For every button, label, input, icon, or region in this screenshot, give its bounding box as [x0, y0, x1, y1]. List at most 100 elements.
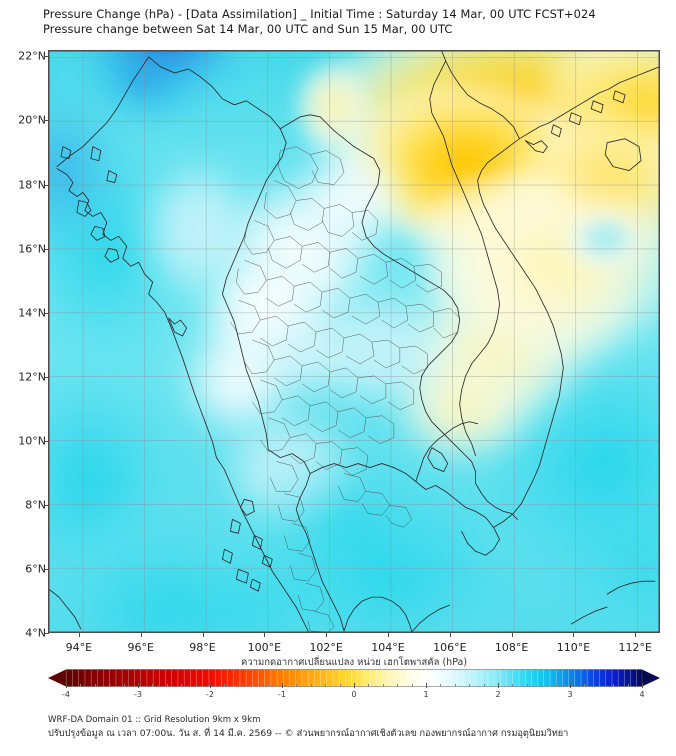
colorbar-minor-tick — [94, 684, 96, 687]
x-tick-mark — [449, 632, 451, 637]
page-subtitle: Pressure change between Sat 14 Mar, 00 U… — [43, 22, 453, 36]
colorbar-minor-tick — [555, 684, 557, 687]
y-tick-mark — [44, 633, 49, 634]
y-tick-mark — [44, 376, 49, 378]
colorbar-tick-label: 1 — [423, 690, 429, 699]
x-tick-mark — [326, 632, 328, 637]
y-tick-mark — [44, 56, 49, 58]
colorbar-minor-tick — [166, 684, 168, 687]
x-tick-label: 110°E — [556, 641, 591, 654]
colorbar-tick-mark — [210, 683, 211, 688]
y-tick-label: 4°N — [25, 626, 46, 640]
y-axis: 4°N 6°N 8°N 10°N 12°N 14°N 16°N 18°N 20°N 22°N — [0, 49, 49, 640]
x-tick-label: 112°E — [618, 641, 652, 654]
x-tick-mark — [388, 632, 389, 637]
graticule — [49, 51, 659, 632]
x-tick-label: 96°E — [127, 641, 154, 654]
y-tick-label: 14°N — [18, 306, 46, 320]
y-tick-mark — [44, 120, 49, 122]
y-tick-label: 18°N — [18, 178, 46, 192]
colorbar-minor-tick — [267, 684, 269, 687]
page-title: Pressure Change (hPa) - [Data Assimilati… — [43, 7, 596, 21]
colorbar-minor-tick — [512, 684, 514, 687]
colorbar-minor-tick — [253, 684, 255, 687]
y-tick-mark — [44, 568, 49, 570]
colorbar-minor-tick — [584, 684, 586, 687]
colorbar-ticks: -4 -3 -2 -1 0 1 2 3 4 — [48, 683, 660, 701]
y-tick-mark — [44, 504, 49, 506]
colorbar-tick-mark — [498, 683, 499, 688]
y-tick-label: 6°N — [25, 562, 46, 576]
coastline-layer — [49, 51, 659, 632]
colorbar-minor-tick — [238, 684, 240, 687]
x-tick-mark — [264, 632, 266, 637]
province-boundaries — [230, 146, 460, 632]
colorbar-gradient — [48, 669, 660, 687]
colorbar-minor-tick — [296, 684, 298, 687]
colorbar-minor-tick — [80, 684, 82, 687]
colorbar-minor-tick — [152, 684, 154, 687]
x-tick-label: 104°E — [371, 641, 405, 654]
footer-block: WRF-DA Domain 01 :: Grid Resolution 9km … — [48, 714, 668, 740]
x-tick-mark — [511, 632, 513, 637]
colorbar-minor-tick — [368, 684, 370, 687]
colorbar-minor-tick — [224, 684, 226, 687]
map-plot-area — [48, 50, 660, 633]
colorbar-minor-tick — [325, 684, 327, 687]
y-tick-mark — [44, 248, 49, 250]
colorbar-minor-tick — [483, 684, 485, 687]
colorbar-minor-tick — [181, 684, 183, 687]
colorbar-tick-label: -3 — [134, 690, 142, 699]
colorbar-tick-mark — [570, 683, 571, 688]
colorbar-tick-mark — [354, 683, 355, 688]
y-tick-mark — [44, 184, 49, 186]
footer-model-info: WRF-DA Domain 01 :: Grid Resolution 9km … — [48, 715, 261, 725]
colorbar-minor-tick — [195, 684, 197, 687]
contour-fill-layer — [49, 51, 659, 632]
x-tick-label: 98°E — [189, 641, 216, 654]
colorbar-tick-label: -4 — [62, 690, 70, 699]
colorbar-label: ความกดอากาศเปลี่ยนแปลง หน่วย เฮกโตพาสคัล… — [240, 657, 468, 668]
colorbar-minor-tick — [109, 684, 111, 687]
colorbar-minor-tick — [411, 684, 413, 687]
colorbar-minor-tick — [541, 684, 543, 687]
x-tick-mark — [140, 632, 142, 637]
colorbar-tick-mark — [642, 683, 643, 688]
y-tick-label: 16°N — [18, 242, 46, 256]
colorbar-tick-mark — [66, 683, 67, 688]
x-tick-label: 106°E — [433, 641, 467, 654]
colorbar-minor-tick — [627, 684, 629, 687]
y-tick-label: 22°N — [18, 49, 46, 63]
colorbar-minor-tick — [397, 684, 399, 687]
y-tick-label: 10°N — [18, 434, 46, 448]
colorbar-tick-label: 2 — [495, 690, 501, 699]
y-tick-label: 12°N — [18, 370, 46, 384]
colorbar-tick-label: -2 — [206, 690, 214, 699]
colorbar-tick-mark — [138, 683, 139, 688]
pressure-change-field — [49, 51, 659, 632]
x-tick-label: 94°E — [65, 641, 93, 654]
chart-title-block: Pressure Change (hPa) - [Data Assimilati… — [43, 7, 663, 37]
colorbar-tick-label: 0 — [351, 690, 357, 699]
colorbar-minor-tick — [440, 684, 442, 687]
colorbar-minor-tick — [598, 684, 600, 687]
colorbar-minor-tick — [123, 684, 125, 687]
colorbar-minor-tick — [382, 684, 384, 687]
colorbar-minor-tick — [613, 684, 615, 687]
colorbar-tick-label: 4 — [639, 690, 645, 699]
x-tick-label: 102°E — [309, 641, 343, 654]
colorbar-minor-tick — [526, 684, 528, 687]
colorbar-tick-label: 3 — [567, 690, 573, 699]
y-tick-mark — [44, 312, 49, 314]
colorbar: ความกดอากาศเปลี่ยนแปลง หน่วย เฮกโตพาสคัล… — [48, 655, 660, 703]
x-tick-mark — [635, 632, 637, 637]
y-tick-mark — [44, 440, 49, 442]
x-axis: 94°E 96°E 98°E 100°E 102°E 104°E 106°E 108°E 110… — [48, 632, 660, 654]
colorbar-minor-tick — [469, 684, 471, 687]
x-tick-label: 108°E — [494, 641, 529, 654]
y-tick-label: 20°N — [18, 113, 46, 127]
colorbar-tick-mark — [426, 683, 427, 688]
colorbar-tick-mark — [282, 683, 283, 688]
x-tick-mark — [202, 632, 204, 637]
